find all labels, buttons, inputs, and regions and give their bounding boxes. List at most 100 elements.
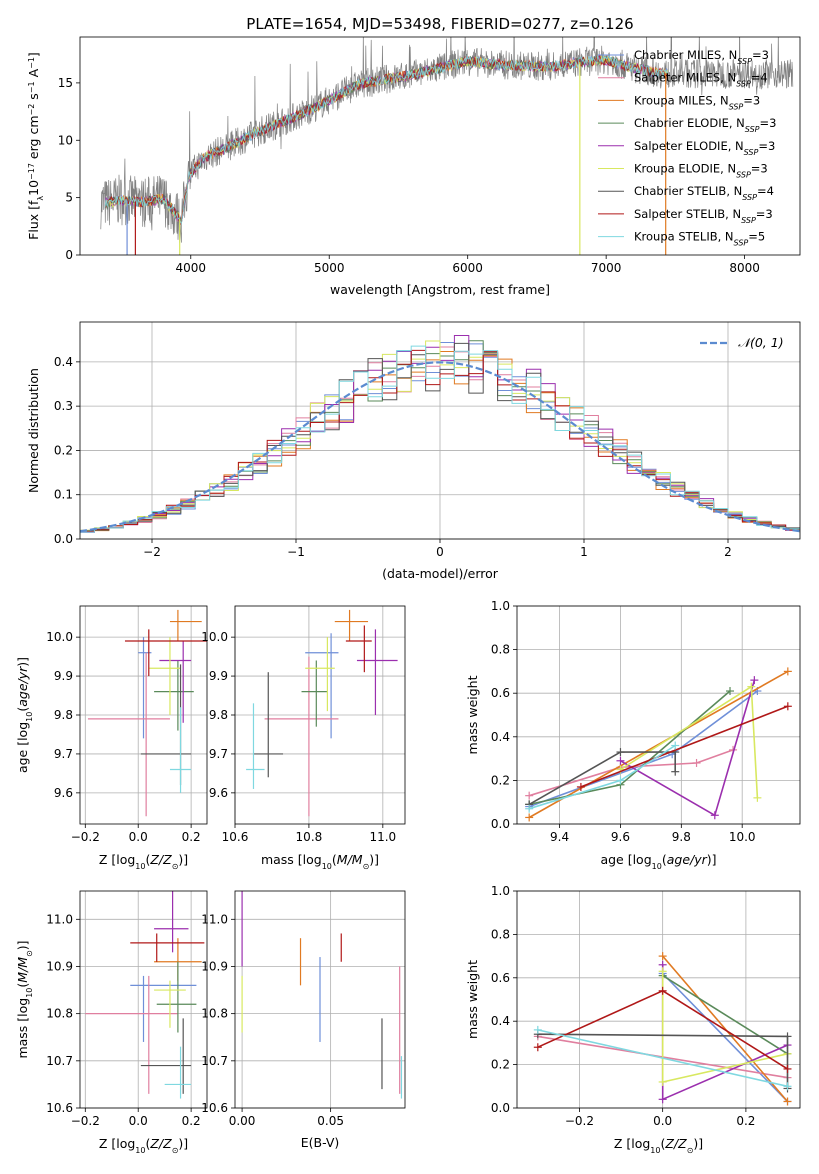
axes: 0.00 0.05 10.6 10.7 10.8 10.9 11.0 bbox=[201, 912, 344, 1128]
y-tick-label: 10.9 bbox=[201, 959, 228, 973]
x-tick-label: 0.2 bbox=[182, 830, 201, 844]
y-tick-label: 0.2 bbox=[491, 773, 510, 787]
y-tick-label: 10.6 bbox=[201, 1101, 228, 1115]
x-tick-label: 0.0 bbox=[653, 1114, 672, 1128]
y-axis-label: mass weight bbox=[465, 960, 480, 1039]
y-axis-label: mass [log10(M/M⊙)] bbox=[15, 940, 34, 1058]
x-tick-label: 9.4 bbox=[550, 830, 569, 844]
x-axis-label: age [log10(age/yr)] bbox=[600, 852, 716, 871]
panel-6: 0.00 0.05 10.6 10.7 10.8 10.9 11.0 bbox=[201, 890, 406, 1128]
legend-label: Chabrier ELODIE, NSSP=3 bbox=[634, 116, 776, 134]
x-tick-label: −0.2 bbox=[565, 1114, 594, 1128]
y-tick-label: 9.9 bbox=[54, 669, 73, 683]
x-tick-label: 0.2 bbox=[182, 1114, 201, 1128]
model-spectrum-kroupa_stelib bbox=[104, 53, 668, 226]
x-tick-label: 7000 bbox=[591, 261, 622, 275]
x-axis-label: wavelength [Angstrom, rest frame] bbox=[330, 282, 550, 297]
y-tick-label: 0.2 bbox=[491, 1058, 510, 1072]
x-tick-label: 5000 bbox=[314, 261, 345, 275]
y-tick-label: 9.8 bbox=[54, 708, 73, 722]
plot-area bbox=[533, 952, 792, 1106]
y-tick-label: 0.6 bbox=[491, 686, 510, 700]
mass-weight-line-salpeter_miles bbox=[528, 749, 734, 797]
mass-weight-line-kroupa_stelib bbox=[537, 1029, 788, 1088]
x-tick-label: 4000 bbox=[175, 261, 206, 275]
x-axis-label: mass [log10(M/M⊙)] bbox=[261, 852, 379, 871]
x-tick-label: −0.2 bbox=[71, 830, 100, 844]
plot-area bbox=[525, 667, 792, 822]
y-tick-label: 0.2 bbox=[54, 443, 73, 457]
x-tick-label: −1 bbox=[287, 545, 305, 559]
y-tick-label: 9.6 bbox=[209, 786, 228, 800]
axes: −0.2 0.0 0.2 9.6 9.7 9.8 9.9 10.0 bbox=[46, 630, 200, 844]
y-tick-label: 0.8 bbox=[491, 927, 510, 941]
x-tick-label: −0.2 bbox=[71, 1114, 100, 1128]
mass-weight-line-kroupa_miles bbox=[528, 670, 789, 819]
y-tick-label: 10.8 bbox=[201, 1007, 228, 1021]
x-tick-label: 2 bbox=[724, 545, 732, 559]
panel-2: −0.2 0.0 0.2 9.6 9.7 9.8 9.9 10.0 bbox=[46, 605, 208, 844]
x-tick-label: 0.0 bbox=[129, 830, 148, 844]
axes-frame bbox=[516, 605, 801, 825]
y-tick-label: 0.4 bbox=[54, 355, 73, 369]
y-tick-label: 9.6 bbox=[54, 786, 73, 800]
x-axis-label: Z [log10(Z/Z⊙)] bbox=[99, 852, 188, 871]
axes-frame bbox=[79, 890, 208, 1109]
x-tick-label: 0.0 bbox=[129, 1114, 148, 1128]
panel-4: 9.4 9.6 9.8 10.0 0.0 0.2 0.4 0.6 0.8 1.0 bbox=[491, 599, 801, 844]
axes: 9.4 9.6 9.8 10.0 0.0 0.2 0.4 0.6 0.8 1.0 bbox=[491, 599, 756, 844]
y-tick-label: 9.7 bbox=[209, 747, 228, 761]
x-tick-label: 8000 bbox=[729, 261, 760, 275]
plot-area bbox=[246, 609, 398, 817]
y-axis-label: age [log10(age/yr)] bbox=[15, 657, 34, 773]
gaussian-curve bbox=[80, 361, 800, 533]
y-tick-label: 5 bbox=[65, 191, 73, 205]
legend-label: Kroupa MILES, NSSP=3 bbox=[634, 93, 760, 111]
histogram-kroupa_stelib bbox=[80, 345, 800, 535]
x-tick-label: 10.0 bbox=[729, 830, 756, 844]
axes: −0.2 0.0 0.2 10.6 10.7 10.8 10.9 11.0 bbox=[46, 912, 200, 1128]
y-tick-label: 0.4 bbox=[491, 1014, 510, 1028]
y-tick-label: 10 bbox=[58, 133, 73, 147]
legend-label: Salpeter STELIB, NSSP=3 bbox=[634, 207, 773, 225]
axes: 4000 5000 6000 7000 8000 0 5 10 15 bbox=[58, 76, 760, 275]
y-tick-label: 1.0 bbox=[491, 884, 510, 898]
x-tick-label: 11.0 bbox=[369, 830, 396, 844]
mass-weight-line-kroupa_miles bbox=[662, 955, 789, 1103]
y-tick-label: 9.9 bbox=[209, 669, 228, 683]
grid-lines bbox=[234, 606, 405, 824]
panel-5: −0.2 0.0 0.2 10.6 10.7 10.8 10.9 11.0 bbox=[46, 890, 208, 1128]
y-axis-label: Normed distribution bbox=[26, 368, 41, 493]
x-tick-label: 0.00 bbox=[229, 1114, 256, 1128]
y-tick-label: 1.0 bbox=[491, 599, 510, 613]
legend-label-gaussian: 𝒩(0, 1) bbox=[738, 335, 784, 350]
plot-area bbox=[241, 891, 403, 1099]
panel-1: −2 −1 0 1 2 0.0 0.1 0.2 0.3 0.4 bbox=[54, 321, 801, 559]
y-tick-label: 0.0 bbox=[491, 817, 510, 831]
y-tick-label: 0.0 bbox=[54, 532, 73, 546]
spectrum-legend: Chabrier MILES, NSSP=3 Salpeter MILES, NS… bbox=[598, 48, 776, 247]
y-tick-label: 0.8 bbox=[491, 643, 510, 657]
y-tick-label: 11.0 bbox=[201, 912, 228, 926]
chart-title: PLATE=1654, MJD=53498, FIBERID=0277, z=0… bbox=[246, 15, 633, 33]
x-tick-label: 6000 bbox=[452, 261, 483, 275]
plot-area bbox=[80, 335, 800, 535]
x-tick-label: 10.6 bbox=[222, 830, 249, 844]
y-tick-label: 0.0 bbox=[491, 1101, 510, 1115]
x-tick-label: 10.8 bbox=[296, 830, 323, 844]
axes-frame bbox=[79, 36, 801, 256]
y-tick-label: 0.4 bbox=[491, 730, 510, 744]
axes: −2 −1 0 1 2 0.0 0.1 0.2 0.3 0.4 bbox=[54, 355, 732, 559]
x-tick-label: 9.6 bbox=[611, 830, 630, 844]
panel-0: 4000 5000 6000 7000 8000 0 5 10 15 bbox=[58, 36, 801, 275]
x-tick-label: −2 bbox=[143, 545, 161, 559]
y-tick-label: 0.1 bbox=[54, 488, 73, 502]
y-tick-label: 10.0 bbox=[46, 630, 73, 644]
axes-frame bbox=[234, 605, 406, 825]
y-tick-label: 10.9 bbox=[46, 959, 73, 973]
mass-weight-line-salpeter_stelib bbox=[580, 705, 789, 788]
plot-area bbox=[85, 891, 205, 1099]
x-axis-label: Z [log10(Z/Z⊙)] bbox=[99, 1136, 188, 1155]
mass-weight-line-chabrier_elodie bbox=[662, 974, 788, 1055]
